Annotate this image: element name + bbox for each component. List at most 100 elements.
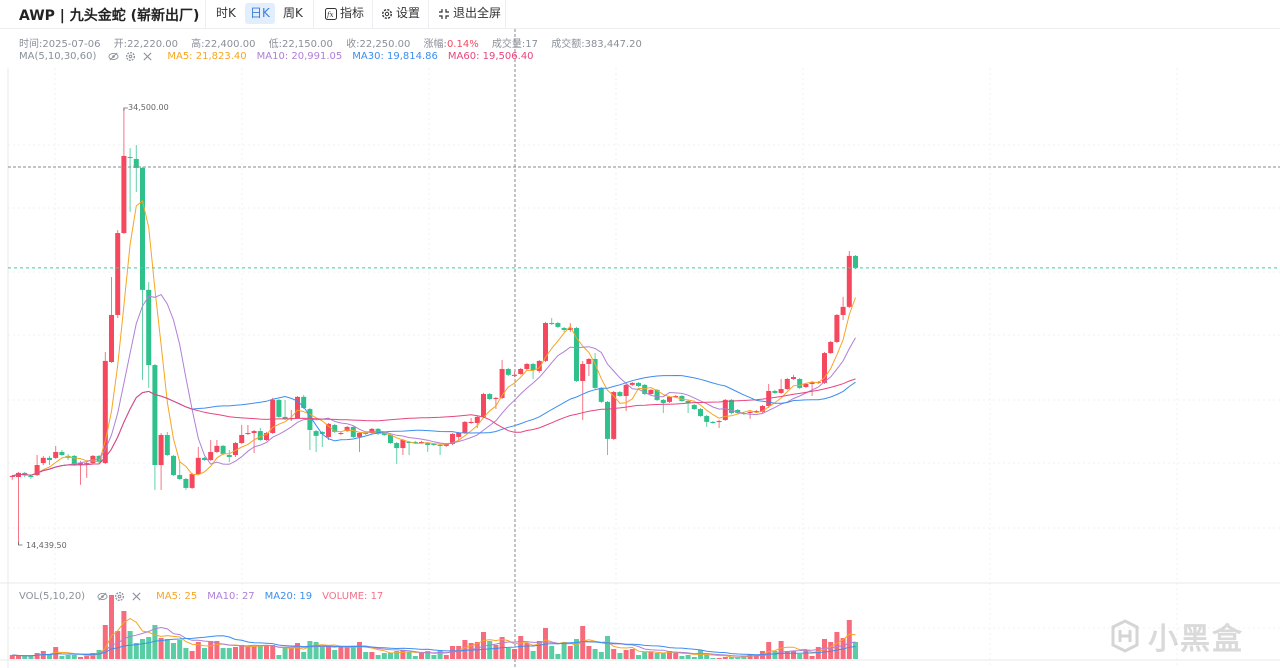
volume-bar xyxy=(791,651,796,659)
volume-bar xyxy=(276,655,282,659)
volume-bar xyxy=(636,655,641,659)
candle-body xyxy=(226,455,232,457)
max-price-label: 34,500.00 xyxy=(128,103,169,112)
candle-body xyxy=(425,443,431,446)
candle-body xyxy=(443,443,449,446)
candle-body xyxy=(642,384,648,395)
candle-body xyxy=(481,394,486,417)
candle-body xyxy=(28,475,34,478)
candle-body xyxy=(53,451,59,458)
time-label: 时间: xyxy=(19,39,43,50)
candle-body xyxy=(412,441,418,444)
function-icon: fx xyxy=(325,7,337,20)
volume-bar xyxy=(146,637,152,659)
candle-body xyxy=(158,434,164,466)
volume-bar xyxy=(357,642,362,659)
volume-bar xyxy=(716,658,722,659)
tab-hourly-k[interactable]: 时K xyxy=(211,3,241,24)
max-price-marker xyxy=(123,107,128,111)
indicator-button[interactable]: fx 指标 xyxy=(320,3,369,24)
volume-bar xyxy=(753,655,759,659)
exit-fullscreen-button[interactable]: 退出全屏 xyxy=(433,3,506,24)
volume-bar xyxy=(685,655,691,659)
candle-body xyxy=(611,392,617,439)
candle-body xyxy=(84,463,90,465)
volume-bar xyxy=(530,651,536,659)
candle-body xyxy=(34,465,40,476)
volume-bar xyxy=(301,652,307,659)
volume-bar xyxy=(133,643,139,659)
candle-body xyxy=(462,421,468,434)
volume-bar xyxy=(288,648,294,659)
volume-bar xyxy=(772,651,778,659)
volume-bar xyxy=(809,656,815,659)
candle-body xyxy=(195,457,201,474)
change-value: 0.14% xyxy=(446,39,479,50)
close-value: 22,250.00 xyxy=(359,39,411,50)
volume-bar xyxy=(177,640,183,659)
candle-body xyxy=(468,421,474,423)
ma30-line xyxy=(12,374,856,477)
volume-bar xyxy=(171,643,176,659)
volume-ma10-line xyxy=(12,626,856,657)
close-icon[interactable] xyxy=(131,591,142,602)
volume-bar xyxy=(22,656,28,659)
tab-weekly-k[interactable]: 周K xyxy=(278,3,308,24)
volume-bar xyxy=(778,641,784,659)
volume-bar xyxy=(208,641,214,659)
settings-button[interactable]: 设置 xyxy=(376,3,425,24)
ma5-value: MA5: 21,823.40 xyxy=(167,51,247,62)
candle-body xyxy=(264,433,269,440)
candle-body xyxy=(549,323,555,325)
gear-icon[interactable] xyxy=(125,51,136,62)
candle-body xyxy=(369,428,375,434)
candle-body xyxy=(605,401,610,439)
candle-body xyxy=(735,409,741,413)
candle-body xyxy=(784,378,790,390)
heybox-logo-icon xyxy=(1111,619,1139,653)
turnover-value: 383,447.20 xyxy=(584,39,642,50)
eye-off-icon[interactable] xyxy=(108,51,119,62)
candle-body xyxy=(245,433,251,435)
volume-bar xyxy=(468,643,474,659)
close-icon[interactable] xyxy=(142,51,153,62)
volume-bar xyxy=(152,625,158,659)
candle-body xyxy=(152,365,158,466)
volume-bar xyxy=(729,657,734,659)
candle-body xyxy=(822,353,827,383)
candle-body xyxy=(474,416,480,423)
divider xyxy=(205,0,206,28)
volume-bar xyxy=(319,646,325,659)
volume-bar xyxy=(109,595,114,659)
volume-bar xyxy=(71,655,77,659)
candle-body xyxy=(722,399,728,420)
volume-bar xyxy=(710,658,716,659)
candle-body xyxy=(797,378,803,388)
volume-bar xyxy=(388,653,393,659)
candle-body xyxy=(673,395,679,397)
volume-bar xyxy=(580,626,586,659)
volume-bar xyxy=(65,655,71,659)
divider xyxy=(313,0,314,28)
ma-legend-name: MA(5,10,30,60) xyxy=(19,51,97,62)
candle-body xyxy=(276,399,282,417)
volume-bar xyxy=(369,652,375,659)
candle-body xyxy=(729,399,734,413)
volume-bar xyxy=(313,642,319,659)
volume-bar xyxy=(642,652,648,659)
vol-ma10-value: MA10: 27 xyxy=(207,591,255,602)
gear-icon[interactable] xyxy=(114,591,125,602)
candle-body xyxy=(338,433,344,435)
volume-bar xyxy=(406,652,412,659)
candle-body xyxy=(809,382,815,385)
candle-body xyxy=(828,341,834,354)
candle-body xyxy=(456,433,462,437)
tab-daily-k[interactable]: 日K xyxy=(245,3,275,24)
volume-bar xyxy=(282,648,288,659)
eye-off-icon[interactable] xyxy=(97,591,108,602)
candle-body xyxy=(270,399,276,434)
candle-body xyxy=(493,397,499,400)
candle-body xyxy=(667,396,672,402)
ma10-line xyxy=(12,293,856,477)
